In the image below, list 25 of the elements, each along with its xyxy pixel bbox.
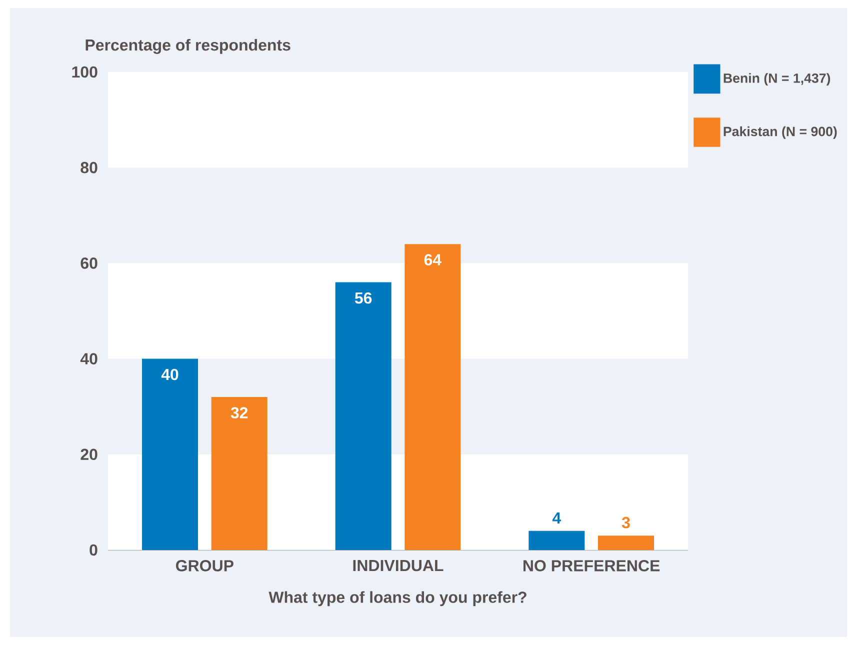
bar	[335, 282, 392, 550]
data-label: 32	[230, 407, 248, 418]
data-label: 56	[354, 292, 372, 304]
bar	[598, 536, 654, 550]
y-tick-label: 60	[80, 258, 98, 269]
x-tick-label: NO PREFERENCE	[524, 560, 660, 572]
legend-label: Benin (N = 1,437)	[724, 73, 830, 86]
bar	[142, 358, 198, 550]
legend-label: Pakistan (N = 900)	[724, 126, 837, 139]
y-tick-label: 100	[72, 66, 98, 78]
x-tick-label: GROUP	[176, 560, 234, 572]
data-label: 3	[622, 516, 630, 528]
bar	[211, 397, 268, 550]
data-label: 40	[161, 368, 178, 380]
y-axis-title: Percentage of respondents	[86, 38, 290, 54]
x-axis-title: What type of loans do you prefer?	[268, 591, 526, 606]
data-label: 64	[424, 254, 442, 266]
data-label: 4	[552, 512, 562, 524]
bar	[404, 244, 461, 550]
y-tick-label: 40	[80, 353, 98, 364]
bar	[528, 530, 585, 550]
x-tick-label: INDIVIDUAL	[353, 560, 444, 572]
y-tick-label: 80	[80, 162, 98, 174]
y-tick-label: 20	[80, 448, 98, 460]
y-tick-label: 0	[90, 544, 98, 556]
